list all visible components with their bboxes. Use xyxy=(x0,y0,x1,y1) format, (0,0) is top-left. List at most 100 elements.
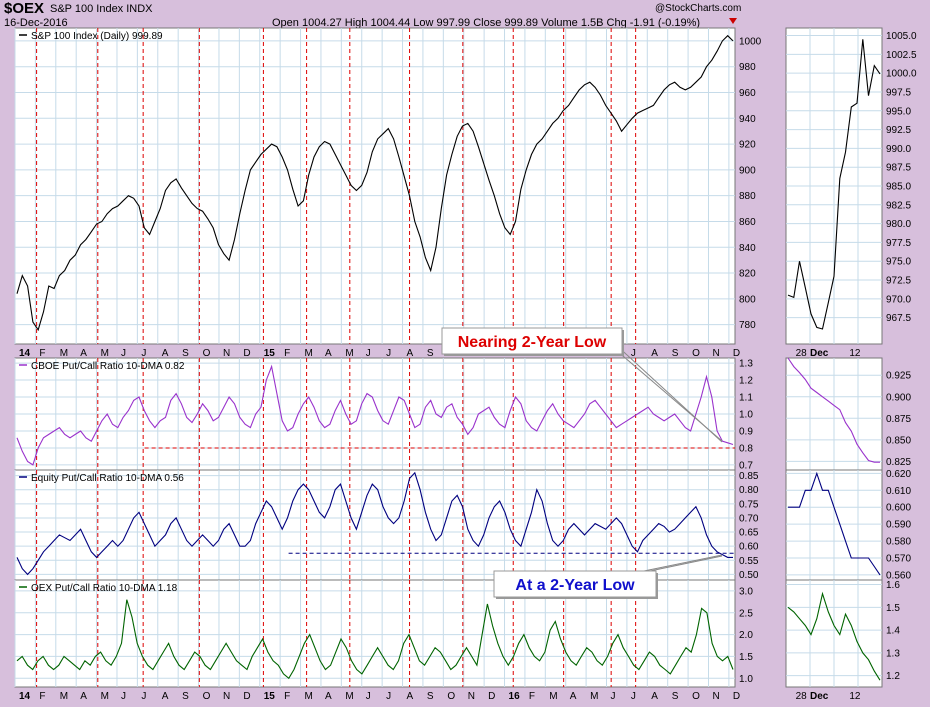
y-tick-label: 0.620 xyxy=(886,469,911,480)
y-tick-label: 0.570 xyxy=(886,554,911,565)
x-tick-label: N xyxy=(468,691,475,702)
x-tick-label: J xyxy=(121,348,126,359)
y-tick-label: 0.60 xyxy=(739,542,759,553)
callout-text: At a 2-Year Low xyxy=(515,577,635,594)
y-tick-label: 975.0 xyxy=(886,257,911,268)
x-tick-label: N xyxy=(223,691,230,702)
y-tick-label: 1000 xyxy=(739,36,762,47)
y-tick-label: 0.610 xyxy=(886,486,911,497)
zoom-x-tick-label: 12 xyxy=(849,348,861,359)
x-tick-label: D xyxy=(488,691,495,702)
x-tick-label: S xyxy=(427,691,434,702)
y-tick-label: 920 xyxy=(739,140,756,151)
stockcharts-watermark: @StockCharts.com xyxy=(655,3,742,14)
x-tick-label: N xyxy=(712,691,719,702)
chart-symbol: $OEX xyxy=(4,0,45,17)
chart-date: 16-Dec-2016 xyxy=(4,17,68,29)
y-tick-label: 0.50 xyxy=(739,570,759,581)
x-tick-label: M xyxy=(101,348,109,359)
zoom-x-axis-labels: 28 Dec 12 xyxy=(796,348,861,359)
x-tick-label: A xyxy=(651,348,658,359)
x-tick-label: F xyxy=(284,691,290,702)
y-tick-label: 1.5 xyxy=(886,603,900,614)
x-tick-label: F xyxy=(39,348,45,359)
y-tick-label: 972.5 xyxy=(886,276,911,287)
panel-oex-zoom: 1.2 1.3 1.4 1.5 1.6 xyxy=(785,579,900,688)
y-tick-label: 982.5 xyxy=(886,200,911,211)
y-tick-label: 0.9 xyxy=(739,426,753,437)
x-tick-label: D xyxy=(243,691,250,702)
y-tick-label: 0.850 xyxy=(886,435,911,446)
x-tick-label: 15 xyxy=(264,348,276,359)
panel-frame xyxy=(14,27,736,345)
y-tick-label: 1.0 xyxy=(739,410,753,421)
y-tick-label: 0.925 xyxy=(886,371,911,382)
panel-price: 780 800 820 840 860 880 900 920 940 960 980 1000 S&P… xyxy=(14,27,762,345)
y-tick-label: 0.580 xyxy=(886,537,911,548)
x-tick-label: M xyxy=(60,348,68,359)
zoom-x-tick-label: Dec xyxy=(810,691,829,702)
y-tick-label: 820 xyxy=(739,269,756,280)
x-tick-label: S xyxy=(182,348,189,359)
panel-price-zoom: 967.5 970.0 972.5 975.0 977.5 980.0 982.5 985.0… xyxy=(785,27,917,345)
panel-equity: 0.50 0.55 0.60 0.65 0.70 0.75 0.80 0.85 Equity P… xyxy=(14,469,759,581)
x-tick-label: M xyxy=(590,691,598,702)
y-tick-label: 0.75 xyxy=(739,499,759,510)
y-tick-label: 970.0 xyxy=(886,294,911,305)
x-tick-label: 16 xyxy=(509,691,521,702)
y-tick-label: 0.70 xyxy=(739,513,759,524)
x-tick-label: N xyxy=(223,348,230,359)
y-tick-label: 2.5 xyxy=(739,608,753,619)
x-tick-label: J xyxy=(141,348,146,359)
y-tick-label: 1.6 xyxy=(886,580,900,591)
y-tick-label: 880 xyxy=(739,191,756,202)
zoom-x-tick-label: 12 xyxy=(849,691,861,702)
y-tick-label: 980.0 xyxy=(886,219,911,230)
x-tick-label: M xyxy=(305,691,313,702)
x-tick-label: M xyxy=(549,691,557,702)
y-tick-label: 3.0 xyxy=(739,586,753,597)
x-tick-label: A xyxy=(570,691,577,702)
x-tick-label: S xyxy=(182,691,189,702)
x-tick-label: 15 xyxy=(264,691,276,702)
y-tick-label: 0.55 xyxy=(739,556,759,567)
y-tick-label: 0.590 xyxy=(886,520,911,531)
series-line-cboe-zoom xyxy=(787,357,880,463)
series-line-oex xyxy=(16,599,734,680)
x-tick-label: A xyxy=(325,348,332,359)
x-tick-label: A xyxy=(80,348,87,359)
x-tick-label: S xyxy=(672,691,679,702)
y-tick-label: 0.900 xyxy=(886,392,911,403)
y-tick-label: 985.0 xyxy=(886,182,911,193)
panel-title: CBOE Put/Call Ratio 10-DMA 0.82 xyxy=(31,361,185,372)
callout-box xyxy=(493,570,657,598)
y-tick-label: 995.0 xyxy=(886,106,911,117)
x-tick-label: J xyxy=(631,691,636,702)
x-tick-label: J xyxy=(386,691,391,702)
chart-name: S&P 100 Index INDX xyxy=(50,3,153,15)
y-tick-label: 1.0 xyxy=(739,674,753,685)
x-tick-label: S xyxy=(672,348,679,359)
x-tick-label: F xyxy=(39,691,45,702)
panel-title: OEX Put/Call Ratio 10-DMA 1.18 xyxy=(31,583,178,594)
series-line-price xyxy=(16,34,734,332)
y-tick-label: 992.5 xyxy=(886,125,911,136)
y-tick-label: 1.1 xyxy=(739,393,753,404)
x-tick-label: O xyxy=(692,348,700,359)
panel-cboe: 0.7 0.8 0.9 1.0 1.1 1.2 1.3 CBOE Put/Call Ratio… xyxy=(14,357,753,471)
x-tick-label: A xyxy=(325,691,332,702)
y-tick-label: 1.3 xyxy=(739,359,753,370)
callout-nearing-low: Nearing 2-Year Low xyxy=(441,327,723,443)
y-tick-label: 800 xyxy=(739,294,756,305)
x-tick-label: M xyxy=(305,348,313,359)
x-tick-label: D xyxy=(733,348,740,359)
x-tick-label: M xyxy=(60,691,68,702)
x-tick-label: J xyxy=(366,691,371,702)
x-tick-label: 14 xyxy=(19,348,31,359)
y-tick-label: 997.5 xyxy=(886,87,911,98)
zoom-x-tick-label: Dec xyxy=(810,348,829,359)
x-tick-label: A xyxy=(80,691,87,702)
x-tick-label: J xyxy=(386,348,391,359)
x-tick-label: O xyxy=(203,691,211,702)
x-tick-label: O xyxy=(692,691,700,702)
